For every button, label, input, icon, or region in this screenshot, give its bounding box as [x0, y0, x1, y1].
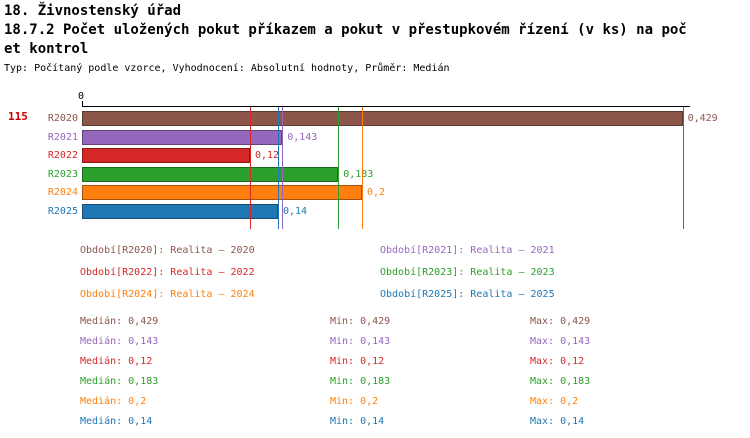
median-line [282, 107, 283, 229]
legend-item: Období[R2024]: Realita – 2024 [80, 289, 255, 300]
stats-min-cell: Min: 0,429 [330, 316, 391, 327]
bar [82, 148, 250, 163]
stats-min-cell: Min: 0,2 [330, 396, 379, 407]
legend-item: Období[R2022]: Realita – 2022 [80, 267, 255, 278]
stats-row: Medián: 0,12 Min: 0,12 Max: 0,12 [80, 352, 740, 372]
legend-item: Období[R2020]: Realita – 2020 [80, 245, 255, 256]
bar-category-label: R2020 [47, 113, 78, 124]
bar-category-label: R2022 [47, 150, 78, 161]
bar-value-label: 0,143 [287, 131, 318, 143]
bar-chart: R2020 0,429 R2021 0,143 R2022 0,12 R2023 0,183 R… [48, 101, 742, 238]
median-line [362, 107, 363, 229]
stats-median-cell: Medián: 0,12 [80, 356, 153, 367]
stats-median-cell: Medián: 0,14 [80, 416, 153, 427]
bar [82, 185, 362, 200]
stats-min-cell: Min: 0,12 [330, 356, 385, 367]
stats-max-cell: Max: 0,143 [530, 336, 591, 347]
stats-min-cell: Min: 0,143 [330, 336, 391, 347]
median-line [278, 107, 279, 229]
stats-median-cell: Medián: 0,143 [80, 336, 159, 347]
axis-origin-label: 0 [78, 91, 85, 102]
bar-value-label: 0,14 [283, 205, 308, 217]
bar [82, 129, 283, 145]
legend-item: Období[R2025]: Realita – 2025 [380, 289, 555, 300]
stats-row: Medián: 0,143 Min: 0,143 Max: 0,143 [80, 332, 740, 352]
bar-value-label: 0,2 [367, 187, 386, 198]
legend: Období[R2020]: Realita – 2020 Období[R202… [80, 240, 720, 306]
axis-tick [82, 101, 83, 106]
stats-max-cell: Max: 0,2 [530, 396, 579, 407]
report-meta: Typ: Počítaný podle vzorce, Vyhodnocení:… [4, 63, 450, 74]
stats-row: Medián: 0,183 Min: 0,183 Max: 0,183 [80, 372, 740, 392]
bar-category-label: R2023 [47, 168, 78, 180]
bar-category-label: R2024 [47, 187, 78, 198]
stats-median-cell: Medián: 0,2 [80, 396, 147, 407]
stats-min-cell: Min: 0,14 [330, 416, 385, 427]
stats-min-cell: Min: 0,183 [330, 376, 391, 387]
legend-item: Období[R2023]: Realita – 2023 [380, 267, 555, 278]
bar-value-label: 0,183 [343, 168, 374, 180]
bar [82, 166, 339, 182]
stats-max-cell: Max: 0,429 [530, 316, 591, 327]
legend-item: Období[R2021]: Realita – 2021 [380, 245, 555, 256]
bar [82, 111, 683, 126]
stats-row: Medián: 0,2 Min: 0,2 Max: 0,2 [80, 392, 740, 412]
stats-table: Medián: 0,429 Min: 0,429 Max: 0,429 Medián:… [80, 312, 740, 432]
plot-area: R2020 0,429 R2021 0,143 R2022 0,12 R2023 0,183 R… [48, 106, 742, 238]
median-line [250, 107, 251, 229]
row-number: 115 [8, 110, 28, 123]
report-section-title: 18. Živnostenský úřad [4, 3, 182, 19]
stats-median-cell: Medián: 0,183 [80, 376, 159, 387]
stats-max-cell: Max: 0,183 [530, 376, 591, 387]
bar-category-label: R2025 [47, 205, 78, 217]
bar-value-label: 0,12 [255, 150, 280, 161]
stats-row: Medián: 0,429 Min: 0,429 Max: 0,429 [80, 312, 740, 332]
report-indicator-title: 18.7.2 Počet uložených pokut příkazem a … [4, 22, 687, 57]
axis-line [82, 106, 690, 107]
stats-row: Medián: 0,14 Min: 0,14 Max: 0,14 [80, 412, 740, 432]
stats-max-cell: Max: 0,14 [530, 416, 585, 427]
bar-value-label: 0,429 [687, 113, 718, 124]
stats-median-cell: Medián: 0,429 [80, 316, 159, 327]
median-line [683, 107, 684, 229]
stats-max-cell: Max: 0,12 [530, 356, 585, 367]
median-line [338, 107, 339, 229]
bar-category-label: R2021 [47, 131, 78, 143]
bar [82, 203, 278, 219]
